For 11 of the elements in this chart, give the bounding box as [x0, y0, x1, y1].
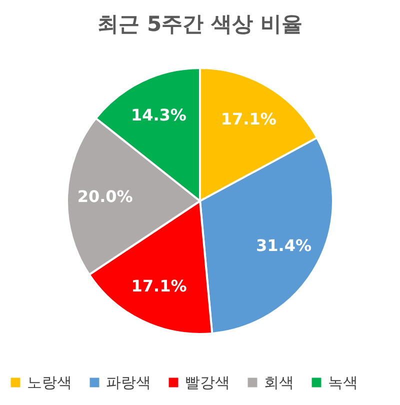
data-label: 17.1%	[220, 109, 276, 128]
chart-title: 최근 5주간 색상 비율	[98, 12, 302, 36]
legend-label: 회색	[264, 374, 294, 392]
legend-label: 노랑색	[27, 374, 72, 392]
data-label: 20.0%	[77, 186, 133, 206]
data-label: 17.1%	[131, 276, 187, 296]
data-label: 31.4%	[256, 236, 312, 255]
legend-label: 파랑색	[106, 374, 151, 392]
data-label: 14.3%	[130, 105, 186, 124]
legend-label: 녹색	[328, 374, 358, 392]
legend-label: 빨강색	[185, 374, 230, 392]
